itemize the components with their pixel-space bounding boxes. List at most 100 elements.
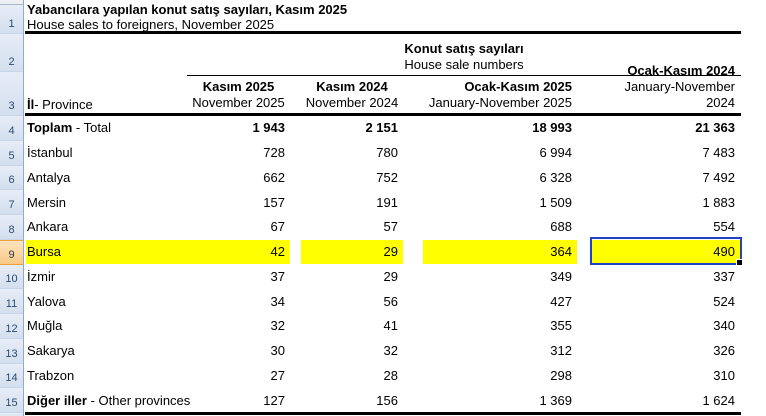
value-cell[interactable]: 7 492 bbox=[702, 169, 735, 185]
value-cell[interactable]: 780 bbox=[376, 145, 398, 161]
province-cell[interactable]: Sakarya bbox=[27, 338, 75, 363]
title-english: House sales to foreigners, November 2025 bbox=[27, 16, 275, 32]
value-cell[interactable]: 41 bbox=[383, 318, 398, 334]
row-header-13[interactable]: 13 bbox=[0, 338, 23, 364]
province-name: Bursa bbox=[27, 244, 61, 260]
value-cell[interactable]: 1 883 bbox=[702, 194, 735, 210]
value-cell[interactable]: 310 bbox=[713, 367, 735, 383]
province-cell[interactable]: Toplam - Total bbox=[27, 116, 111, 141]
value-cell[interactable]: 27 bbox=[270, 367, 285, 383]
value-cell[interactable]: 191 bbox=[376, 194, 398, 210]
table-row: İzmir 37 29 349 337 bbox=[25, 264, 766, 289]
value-cell[interactable]: 340 bbox=[713, 318, 735, 334]
value-cell[interactable]: 427 bbox=[550, 293, 572, 309]
table-body: Toplam - Total 1 943 2 151 18 993 21 363… bbox=[25, 116, 766, 413]
value-cell[interactable]: 29 bbox=[383, 268, 398, 284]
value-cell[interactable]: 728 bbox=[263, 145, 285, 161]
value-cell[interactable]: 29 bbox=[301, 239, 403, 264]
gutter-top-sliver bbox=[0, 0, 23, 5]
row-header-8[interactable]: 8 bbox=[0, 215, 23, 240]
value-cell[interactable]: 1 943 bbox=[252, 120, 285, 136]
group-header-turkish: Konut satış sayıları bbox=[404, 41, 524, 56]
province-column-label[interactable]: İl - Province bbox=[27, 93, 93, 112]
value-cell[interactable]: 298 bbox=[550, 367, 572, 383]
fill-handle[interactable] bbox=[736, 259, 743, 267]
row-header-11[interactable]: 11 bbox=[0, 289, 23, 314]
value-cell[interactable]: 32 bbox=[270, 318, 285, 334]
value-cell[interactable]: 7 483 bbox=[702, 145, 735, 161]
value-cell[interactable]: 32 bbox=[383, 343, 398, 359]
row-header-7[interactable]: 7 bbox=[0, 190, 23, 215]
table-row: İstanbul 728 780 6 994 7 483 bbox=[25, 140, 766, 165]
value-cell[interactable]: 157 bbox=[263, 194, 285, 210]
value-cell[interactable]: 34 bbox=[270, 293, 285, 309]
value-cell[interactable]: 28 bbox=[383, 367, 398, 383]
value-cell[interactable]: 662 bbox=[263, 169, 285, 185]
row-header-15[interactable]: 15 bbox=[0, 388, 23, 413]
province-cell[interactable]: Antalya bbox=[27, 165, 70, 190]
row-header-1[interactable]: 1 bbox=[0, 5, 23, 34]
value-cell[interactable]: 337 bbox=[713, 268, 735, 284]
row-header-9-selected[interactable]: 9 bbox=[0, 239, 23, 265]
province-cell[interactable]: Yalova bbox=[27, 289, 66, 314]
table-bottom-border bbox=[25, 412, 741, 415]
row-header-14[interactable]: 14 bbox=[0, 363, 23, 389]
column-header-jan-nov-2025[interactable]: Ocak-Kasım 2025 January-November 2025 bbox=[423, 76, 572, 111]
value-cell[interactable]: 554 bbox=[713, 219, 735, 235]
value-cell[interactable]: 37 bbox=[270, 268, 285, 284]
value-cell[interactable]: 6 328 bbox=[539, 169, 572, 185]
row-header-10[interactable]: 10 bbox=[0, 264, 23, 290]
value-cell[interactable]: 127 bbox=[263, 392, 285, 408]
column-header-nov-2024[interactable]: Kasım 2024 November 2024 bbox=[301, 76, 403, 111]
value-cell[interactable]: 18 993 bbox=[532, 120, 572, 136]
row-header-6[interactable]: 6 bbox=[0, 165, 23, 191]
value-cell[interactable]: 56 bbox=[383, 293, 398, 309]
value-cell[interactable]: 1 509 bbox=[539, 194, 572, 210]
province-cell[interactable]: İzmir bbox=[27, 264, 55, 289]
province-name-bold: Toplam bbox=[27, 120, 73, 136]
column-header-nov-2025[interactable]: Kasım 2025 November 2025 bbox=[187, 76, 290, 111]
value-cell[interactable]: 67 bbox=[270, 219, 285, 235]
value-cell[interactable]: 1 369 bbox=[539, 392, 572, 408]
column-header-jan-nov-2024[interactable]: Ocak-Kasım 2024 January-November 2024 bbox=[592, 63, 735, 111]
column-header-tr: Ocak-Kasım 2025 bbox=[464, 79, 572, 94]
column-header-en: January-November 2025 bbox=[428, 95, 572, 110]
value-cell[interactable]: 364 bbox=[423, 239, 577, 264]
value-cell[interactable]: 688 bbox=[550, 219, 572, 235]
row-header-2[interactable]: 2 bbox=[0, 34, 23, 72]
column-header-tr: Ocak-Kasım 2024 bbox=[627, 63, 735, 78]
value-cell[interactable]: 326 bbox=[713, 343, 735, 359]
province-cell[interactable]: Diğer iller - Other provinces bbox=[27, 388, 190, 413]
value-cell[interactable]: 42 bbox=[270, 244, 285, 260]
value-cell[interactable]: 355 bbox=[550, 318, 572, 334]
value-cell[interactable]: 6 994 bbox=[539, 145, 572, 161]
row-header-3[interactable]: 3 bbox=[0, 72, 23, 116]
value-cell[interactable]: 349 bbox=[550, 268, 572, 284]
value-cell[interactable]: 752 bbox=[376, 169, 398, 185]
value-cell[interactable]: 2 151 bbox=[365, 120, 398, 136]
value-cell[interactable]: 21 363 bbox=[695, 120, 735, 136]
province-cell[interactable]: Mersin bbox=[27, 190, 66, 215]
group-header-underline bbox=[187, 74, 741, 76]
selected-cell-border bbox=[590, 236, 743, 267]
value-cell-selected[interactable]: 490 bbox=[592, 239, 740, 264]
row-header-12[interactable]: 12 bbox=[0, 314, 23, 339]
value-cell[interactable]: 30 bbox=[270, 343, 285, 359]
row-header-4[interactable]: 4 bbox=[0, 116, 23, 141]
highlight-fill bbox=[26, 239, 290, 264]
province-cell[interactable]: Ankara bbox=[27, 215, 68, 240]
province-name: Mersin bbox=[27, 194, 67, 210]
group-header[interactable]: Konut satış sayıları House sale numbers bbox=[187, 41, 741, 73]
province-cell[interactable]: Trabzon bbox=[27, 363, 74, 388]
value-cell[interactable]: 524 bbox=[713, 293, 735, 309]
value-cell[interactable]: 312 bbox=[550, 343, 572, 359]
table-row-highlighted-bursa: Bursa 42 29 364 490 bbox=[25, 236, 766, 267]
value-cell[interactable]: 57 bbox=[383, 219, 398, 235]
province-cell[interactable]: Muğla bbox=[27, 314, 62, 339]
province-cell[interactable]: İstanbul bbox=[27, 140, 73, 165]
sheet-title[interactable]: Yabancılara yapılan konut satış sayıları… bbox=[27, 2, 347, 32]
province-cell[interactable]: Bursa bbox=[27, 239, 61, 264]
row-header-5[interactable]: 5 bbox=[0, 140, 23, 166]
value-cell[interactable]: 1 624 bbox=[702, 392, 735, 408]
value-cell[interactable]: 156 bbox=[376, 392, 398, 408]
